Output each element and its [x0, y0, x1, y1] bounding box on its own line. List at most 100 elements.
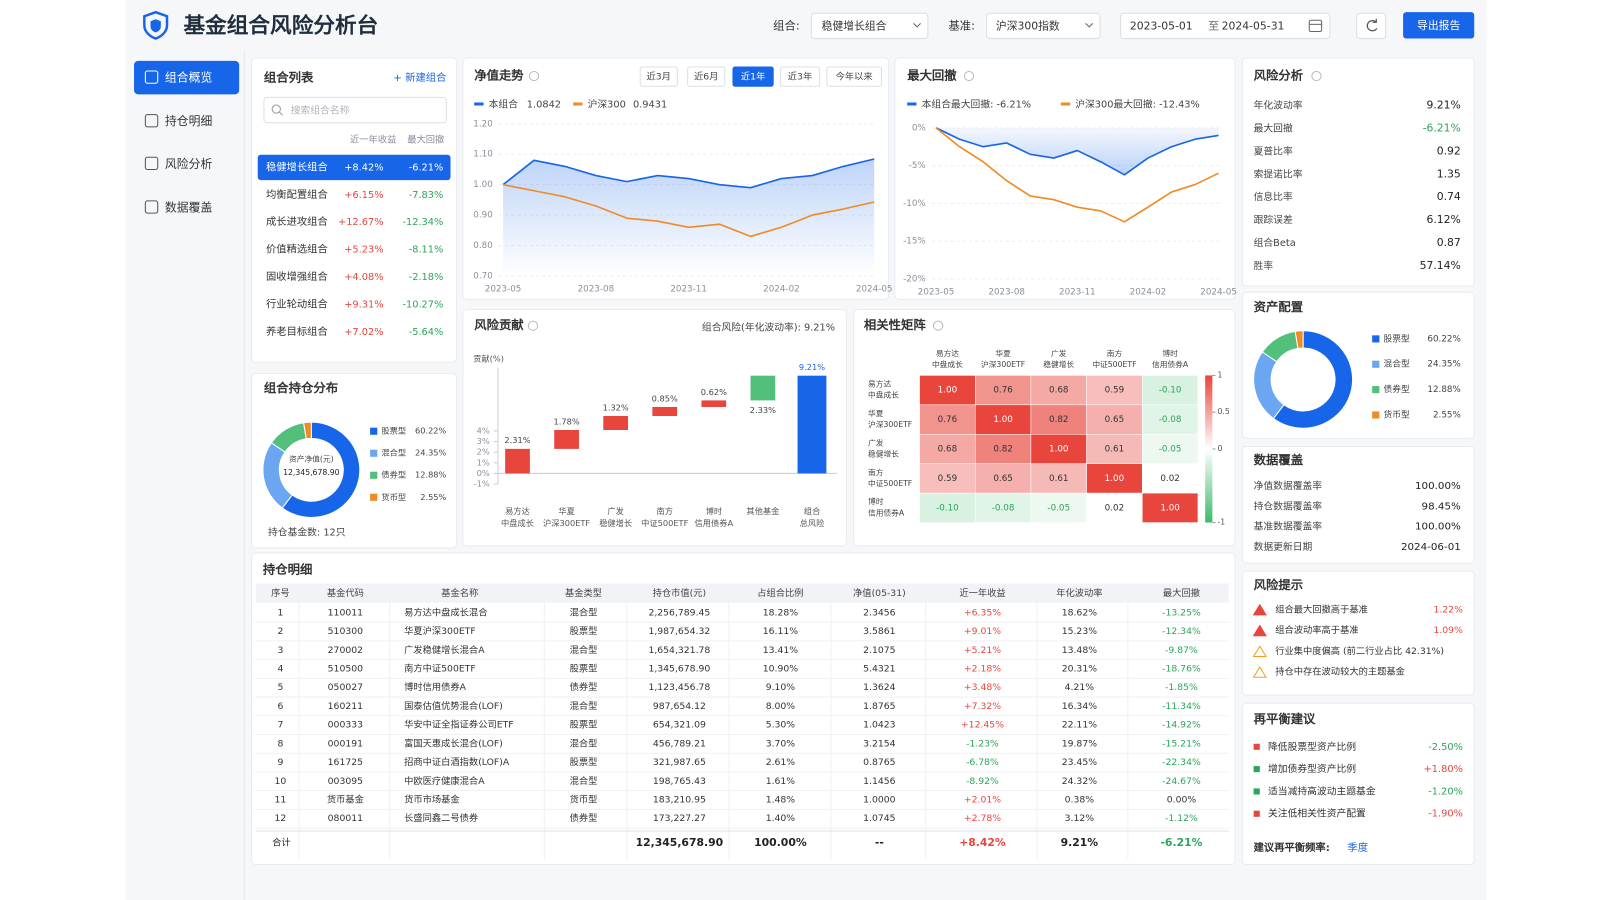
range-button-label[interactable]: 今年以来 — [836, 71, 873, 83]
range-button-label[interactable]: 近3月 — [647, 71, 671, 83]
row-label: 易方达 — [868, 379, 891, 389]
donut-slice — [303, 421, 312, 440]
y-tick-label: 0% — [477, 468, 490, 478]
search-input[interactable] — [263, 96, 447, 124]
nav-item[interactable]: 数据覆盖 — [165, 201, 213, 215]
cell-label: 0.61 — [1049, 474, 1068, 484]
heatmap-cell — [1142, 492, 1199, 523]
refresh-icon — [1366, 18, 1378, 32]
table-cell: 987,654.12 — [653, 701, 706, 712]
table-cell: 6 — [277, 701, 283, 712]
table-cell: +3.48% — [964, 682, 1001, 693]
table-cell: -14.92% — [1162, 720, 1201, 731]
list-row-selected[interactable] — [257, 154, 451, 181]
range-button-active[interactable] — [732, 66, 774, 87]
coverage-value: 2024-06-01 — [1401, 542, 1461, 553]
table-cell: -13.25% — [1162, 607, 1201, 618]
table-cell: +9.01% — [964, 626, 1001, 637]
value-label: 2.31% — [504, 435, 530, 445]
table-header-cell: 净值(05-31) — [853, 587, 906, 599]
export-button-label[interactable]: 导出报告 — [1417, 19, 1460, 32]
table-cell: 13.48% — [1062, 645, 1098, 656]
portfolio-select[interactable] — [810, 12, 929, 40]
export-button[interactable] — [1403, 12, 1475, 39]
metric-label: 跟踪误差 — [1254, 213, 1293, 226]
table-header-cell: 基金类型 — [565, 587, 602, 599]
new-portfolio-link[interactable]: + 新建组合 — [393, 71, 446, 84]
table-cell: 003095 — [328, 776, 364, 787]
cell-label: 0.68 — [938, 445, 957, 455]
date-range-picker[interactable] — [1120, 12, 1331, 40]
range-button[interactable] — [639, 66, 678, 87]
x-tick-label: 2024-05 — [1200, 288, 1237, 298]
legend-value: 24.35% — [415, 448, 447, 458]
table-cell: -11.34% — [1162, 701, 1201, 712]
column-header: 最大回撤 — [407, 134, 444, 146]
range-button-label[interactable]: 近6月 — [694, 71, 718, 83]
card — [251, 57, 458, 363]
cell-label: 1.00 — [1049, 445, 1068, 455]
table-total-cell: -- — [875, 836, 884, 849]
nav-item[interactable]: 风险分析 — [165, 157, 213, 171]
table-cell: 富国天惠成长混合(LOF) — [404, 737, 503, 749]
benchmark-select-value: 沪深300指数 — [996, 19, 1060, 32]
nav-item[interactable]: 组合概览 — [165, 71, 212, 85]
legend-value: 60.22% — [1427, 334, 1460, 344]
calendar-icon — [1308, 19, 1323, 32]
table-total-cell: 合计 — [272, 837, 291, 849]
cell-label: 0.82 — [993, 445, 1012, 455]
table-cell: 股票型 — [570, 757, 598, 768]
nav-item-active[interactable] — [134, 60, 240, 95]
x-tick-label: 信用债券A — [695, 518, 734, 528]
column-label: 中证500ETF — [1092, 359, 1136, 369]
refresh-button[interactable] — [1356, 12, 1387, 40]
frequency-label: 建议再平衡频率: — [1253, 841, 1330, 854]
benchmark-select[interactable] — [986, 12, 1101, 40]
table-cell: 博时信用债券A — [404, 681, 467, 693]
table-cell: 3.12% — [1065, 813, 1095, 824]
table-cell: 110011 — [328, 607, 363, 618]
range-button-label[interactable]: 近1年 — [741, 71, 765, 83]
legend-label: 本组合最大回撤: -6.21% — [922, 98, 1031, 111]
heatmap-cell — [1030, 463, 1087, 494]
legend-swatch — [370, 493, 378, 501]
legend-label: 债券型 — [1384, 383, 1411, 395]
table-header-cell: 基金代码 — [327, 587, 364, 599]
table-cell: 华夏沪深300ETF — [404, 625, 476, 637]
metric-value: 6.12% — [1426, 213, 1460, 226]
table-cell: 2,256,789.45 — [648, 607, 710, 618]
portfolio-drawdown: -5.64% — [409, 327, 444, 338]
table-cell: 11 — [275, 795, 287, 806]
help-icon — [1311, 71, 1322, 82]
nav-item[interactable]: 持仓明细 — [165, 114, 212, 128]
table-cell: 13.41% — [763, 645, 799, 656]
range-button-label[interactable]: 近3年 — [788, 71, 812, 83]
row-label: 稳健增长 — [868, 449, 899, 459]
cell-label: 0.02 — [1105, 503, 1124, 513]
table-cell: 5 — [277, 682, 283, 693]
legend-value: 0.9431 — [633, 100, 667, 111]
portfolio-select-value: 稳健增长组合 — [822, 19, 887, 32]
row-label: 中盘成长 — [868, 390, 899, 400]
range-button[interactable] — [826, 66, 882, 87]
table-cell: 3.2154 — [863, 738, 896, 749]
table-total-cell: -6.21% — [1160, 836, 1202, 849]
portfolio-drawdown: -12.34% — [402, 217, 443, 228]
legend-swatch — [1372, 335, 1380, 343]
heatmap-cell — [974, 434, 1032, 464]
table-cell: 混合型 — [570, 700, 598, 712]
range-button[interactable] — [779, 66, 821, 87]
metric-value: 9.21% — [1426, 99, 1460, 112]
cell-label: -0.05 — [1047, 503, 1070, 513]
table-cell: 货币市场基金 — [404, 794, 460, 806]
column-label: 易方达 — [936, 348, 959, 358]
colorbar-label: 0.5 — [1218, 407, 1230, 416]
column-label: 沪深300ETF — [981, 359, 1025, 369]
range-button[interactable] — [687, 66, 726, 87]
x-tick-label: 2023-11 — [1059, 288, 1096, 298]
x-tick-label: 沪深300ETF — [543, 518, 590, 528]
y-tick-label: 4% — [477, 425, 490, 435]
card-title: 持仓明细 — [263, 562, 312, 577]
heatmap-cell — [974, 404, 1032, 435]
